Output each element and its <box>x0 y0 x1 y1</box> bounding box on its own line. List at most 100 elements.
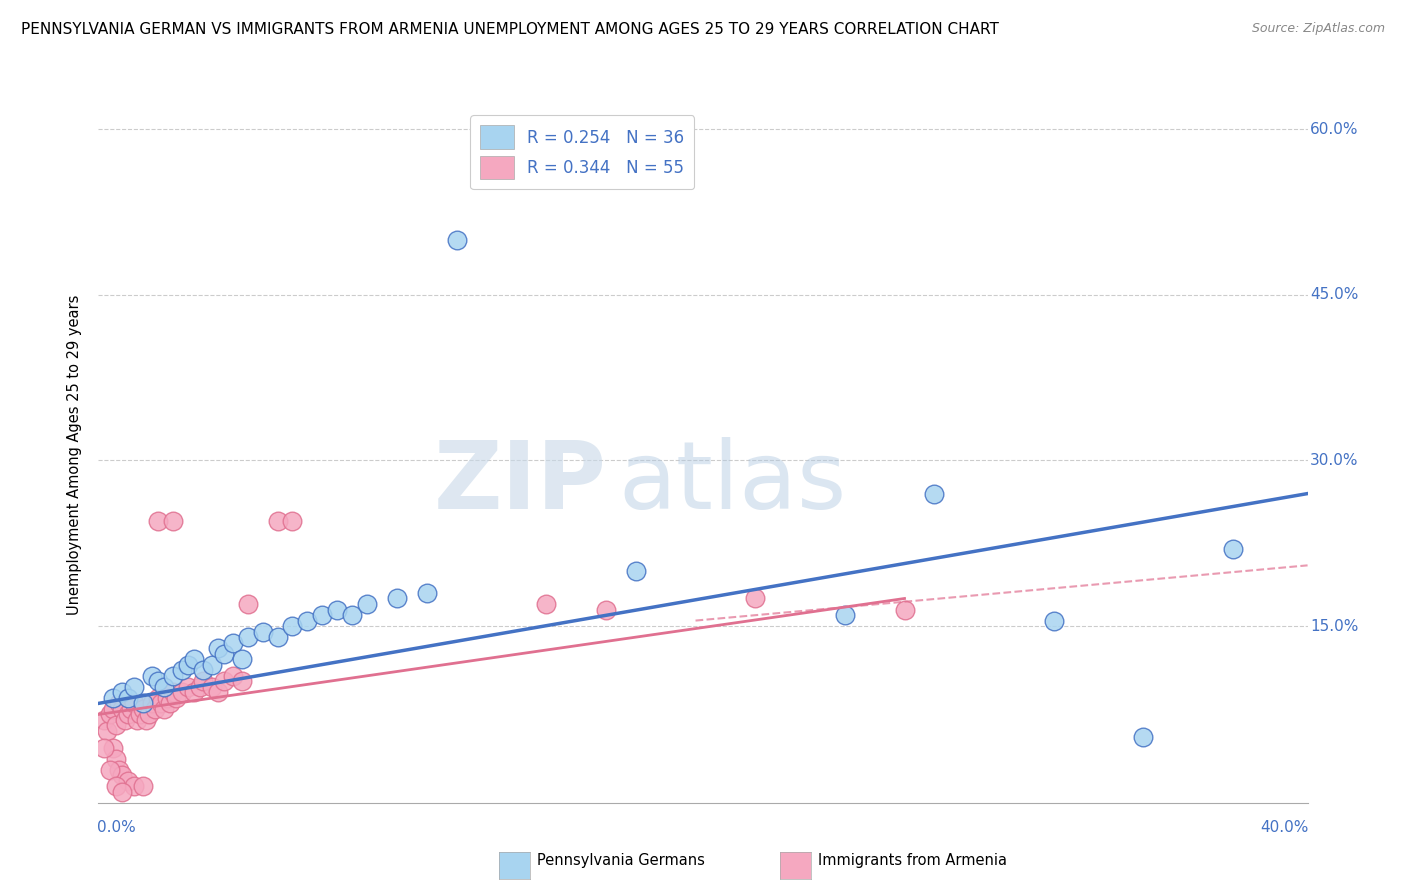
Point <box>159 697 181 711</box>
Point <box>266 630 288 644</box>
Point <box>135 713 157 727</box>
Point <box>191 663 214 677</box>
Point <box>212 647 235 661</box>
Point <box>103 740 125 755</box>
Point <box>98 763 121 777</box>
Point <box>201 657 224 672</box>
Point <box>222 635 245 649</box>
Point <box>1222 541 1244 556</box>
Point <box>156 690 179 705</box>
Point <box>117 690 139 705</box>
Point <box>105 718 128 732</box>
Point <box>744 591 766 606</box>
Point <box>132 779 155 793</box>
Point <box>595 602 617 616</box>
Point <box>103 690 125 705</box>
Point <box>120 702 142 716</box>
Point <box>236 597 259 611</box>
Point <box>252 624 274 639</box>
Point <box>162 669 184 683</box>
Point <box>105 751 128 765</box>
Point <box>111 785 134 799</box>
Point <box>103 702 125 716</box>
Point <box>266 514 288 528</box>
Point <box>132 702 155 716</box>
Point <box>356 597 378 611</box>
Text: Pennsylvania Germans: Pennsylvania Germans <box>537 854 704 868</box>
Point <box>201 680 224 694</box>
Point <box>231 674 253 689</box>
Point <box>146 690 169 705</box>
Text: 30.0%: 30.0% <box>1310 453 1358 468</box>
Point <box>177 657 200 672</box>
Text: 45.0%: 45.0% <box>1310 287 1358 302</box>
Point <box>924 486 946 500</box>
Point <box>93 740 115 755</box>
Point <box>536 597 558 611</box>
Point <box>326 602 349 616</box>
Point <box>153 702 176 716</box>
Point <box>122 779 145 793</box>
Point <box>162 685 184 699</box>
Point <box>297 614 319 628</box>
Point <box>222 669 245 683</box>
Point <box>385 591 408 606</box>
Text: atlas: atlas <box>619 437 846 529</box>
Point <box>96 724 118 739</box>
Text: 0.0%: 0.0% <box>97 821 136 835</box>
Point <box>153 680 176 694</box>
Point <box>165 690 187 705</box>
Text: 40.0%: 40.0% <box>1260 821 1309 835</box>
Point <box>207 641 229 656</box>
Point <box>146 514 169 528</box>
Point <box>893 602 915 616</box>
Legend: R = 0.254   N = 36, R = 0.344   N = 55: R = 0.254 N = 36, R = 0.344 N = 55 <box>470 115 695 189</box>
Point <box>170 663 193 677</box>
Point <box>191 674 214 689</box>
Text: ZIP: ZIP <box>433 437 606 529</box>
Point <box>98 707 121 722</box>
Point <box>170 685 193 699</box>
Point <box>416 586 439 600</box>
Point <box>177 680 200 694</box>
Point <box>108 763 131 777</box>
Point <box>141 669 163 683</box>
Point <box>834 608 856 623</box>
Point <box>141 697 163 711</box>
Point <box>236 630 259 644</box>
Y-axis label: Unemployment Among Ages 25 to 29 years: Unemployment Among Ages 25 to 29 years <box>67 294 83 615</box>
Point <box>105 779 128 793</box>
Point <box>281 619 304 633</box>
Text: 15.0%: 15.0% <box>1310 618 1358 633</box>
Text: Immigrants from Armenia: Immigrants from Armenia <box>818 854 1007 868</box>
Point <box>117 707 139 722</box>
Point <box>183 685 205 699</box>
Point <box>122 680 145 694</box>
Text: 60.0%: 60.0% <box>1310 121 1358 136</box>
Text: PENNSYLVANIA GERMAN VS IMMIGRANTS FROM ARMENIA UNEMPLOYMENT AMONG AGES 25 TO 29 : PENNSYLVANIA GERMAN VS IMMIGRANTS FROM A… <box>21 22 1000 37</box>
Text: Source: ZipAtlas.com: Source: ZipAtlas.com <box>1251 22 1385 36</box>
Point <box>111 685 134 699</box>
Point <box>111 768 134 782</box>
Point <box>624 564 647 578</box>
Point <box>446 233 468 247</box>
Point <box>188 680 211 694</box>
Point <box>207 685 229 699</box>
Point <box>150 697 173 711</box>
Point <box>1043 614 1066 628</box>
Point <box>122 697 145 711</box>
Point <box>146 674 169 689</box>
Point <box>138 707 160 722</box>
Point <box>162 514 184 528</box>
Point <box>93 713 115 727</box>
Point <box>183 652 205 666</box>
Point <box>114 713 136 727</box>
Point <box>281 514 304 528</box>
Point <box>129 707 152 722</box>
Point <box>143 702 166 716</box>
Point <box>212 674 235 689</box>
Point <box>111 702 134 716</box>
Point <box>127 713 149 727</box>
Point <box>108 697 131 711</box>
Point <box>231 652 253 666</box>
